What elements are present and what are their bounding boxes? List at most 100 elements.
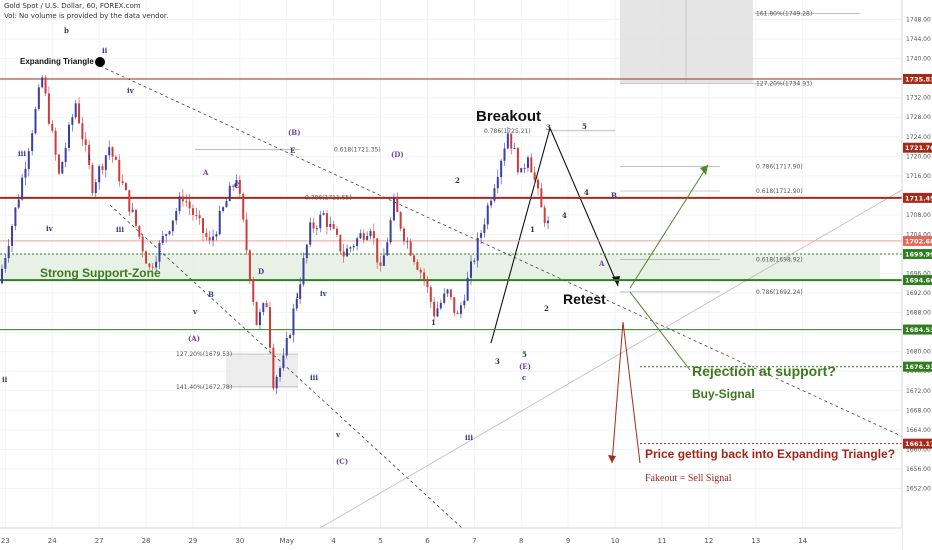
wave-label: 1 <box>431 318 436 327</box>
fakeout-label: Fakeout = Sell Signal <box>645 473 732 484</box>
candle-body <box>178 196 181 211</box>
candle-body <box>386 242 389 256</box>
price-tick-label: 1696.00 <box>906 271 931 278</box>
candle-body <box>510 133 513 149</box>
time-tick-label: 30 <box>235 537 244 545</box>
wave-label: v <box>192 307 198 316</box>
candle-body <box>71 117 74 125</box>
candle-body <box>305 244 308 259</box>
wave-label: iii <box>465 433 473 442</box>
price-tick-label: 1720.00 <box>906 153 931 160</box>
candle-body <box>362 233 365 240</box>
candle-body <box>114 156 117 160</box>
candlesticks <box>1 74 550 395</box>
candle-body <box>235 180 238 187</box>
buy-signal-label: Buy-Signal <box>692 387 755 401</box>
price-tick-label: 1672.00 <box>906 388 931 395</box>
candle-body <box>27 151 30 169</box>
candle-body <box>309 222 312 245</box>
price-tag-label: 1699.99 <box>905 251 932 259</box>
candle-body <box>1 268 3 284</box>
candle-body <box>14 207 17 227</box>
candle-body <box>181 196 184 202</box>
candle-body <box>255 301 258 326</box>
candle-body <box>17 199 20 208</box>
triangle-lower-line <box>109 204 463 529</box>
candle-body <box>342 251 345 257</box>
wave-label: c <box>522 373 526 382</box>
candle-body <box>158 242 161 262</box>
candle-body <box>506 133 509 149</box>
candle-body <box>118 159 121 182</box>
candle-body <box>476 237 479 261</box>
candle-body <box>215 234 218 237</box>
wave-label: b <box>64 26 69 35</box>
candle-body <box>104 155 107 170</box>
price-tick-label: 1708.00 <box>906 212 931 219</box>
candle-body <box>486 205 489 225</box>
bearish-arrow-left <box>611 321 624 464</box>
candle-body <box>540 188 543 208</box>
candle-body <box>392 198 395 221</box>
candle-body <box>225 201 228 208</box>
candle-body <box>436 308 439 317</box>
candle-body <box>289 334 292 339</box>
candle-body <box>282 355 285 369</box>
candle-body <box>446 289 449 294</box>
wave-label: i <box>88 153 91 162</box>
candle-body <box>88 145 91 166</box>
wave-label: (C) <box>336 457 348 466</box>
candle-body <box>463 300 466 306</box>
support-zone: Strong Support-Zone <box>0 254 880 281</box>
candle-body <box>198 215 201 219</box>
breakout-path <box>490 126 619 344</box>
wave-label: 3 <box>495 357 500 366</box>
price-tag-label: 1735.83 <box>905 75 932 83</box>
rejection-label: Rejection at support? <box>692 363 836 379</box>
price-tag-bg <box>903 249 932 260</box>
wave-label: iv <box>46 224 54 233</box>
candle-body <box>222 207 225 211</box>
candle-body <box>245 219 248 251</box>
time-tick-label: 23 <box>1 537 10 545</box>
fibonacci-boxes <box>226 0 753 387</box>
time-axis[interactable]: 23 24 27 28 29 30 May 4 5 6 7 8 9 10 11 12 13 14 <box>0 527 902 550</box>
candle-body <box>416 262 419 270</box>
candle-body <box>419 269 422 273</box>
candle-body <box>128 190 131 212</box>
wave-label: 5 <box>522 350 527 359</box>
price-tag-bg <box>903 73 932 84</box>
candle-body <box>21 177 24 200</box>
wave-label: B <box>208 290 214 299</box>
candle-body <box>54 130 57 155</box>
candle-body <box>202 218 204 233</box>
time-tick-label: 8 <box>519 537 523 545</box>
price-tag-label: 1694.66 <box>905 277 932 285</box>
candle-body <box>372 231 375 239</box>
long-support-trendline <box>319 189 903 529</box>
candle-body <box>232 185 235 187</box>
candle-body <box>530 157 533 173</box>
candle-body <box>466 277 469 301</box>
candle-body <box>272 347 275 389</box>
price-tag-label: 1676.93 <box>905 363 932 371</box>
price-axis-bg <box>902 0 932 550</box>
candle-body <box>238 180 241 194</box>
candle-body <box>135 209 137 226</box>
wave-label: C <box>234 181 240 190</box>
price-tag-label: 1721.76 <box>905 144 932 152</box>
candle-body <box>359 233 362 239</box>
candle-body <box>346 248 349 257</box>
candle-body <box>94 182 97 194</box>
candle-body <box>523 167 526 169</box>
candle-body <box>490 200 493 206</box>
candle-body <box>483 224 486 234</box>
wave-label: i <box>296 291 299 300</box>
price-axis[interactable]: 1652.00 1656.00 1660.00 1664.00 1668.00 1672.… <box>901 0 932 550</box>
retest-label: Retest <box>563 291 606 307</box>
wave-label: iv <box>127 86 135 95</box>
candle-body <box>292 308 295 335</box>
time-axis-bg <box>0 528 902 550</box>
wave-label: B <box>611 191 617 200</box>
